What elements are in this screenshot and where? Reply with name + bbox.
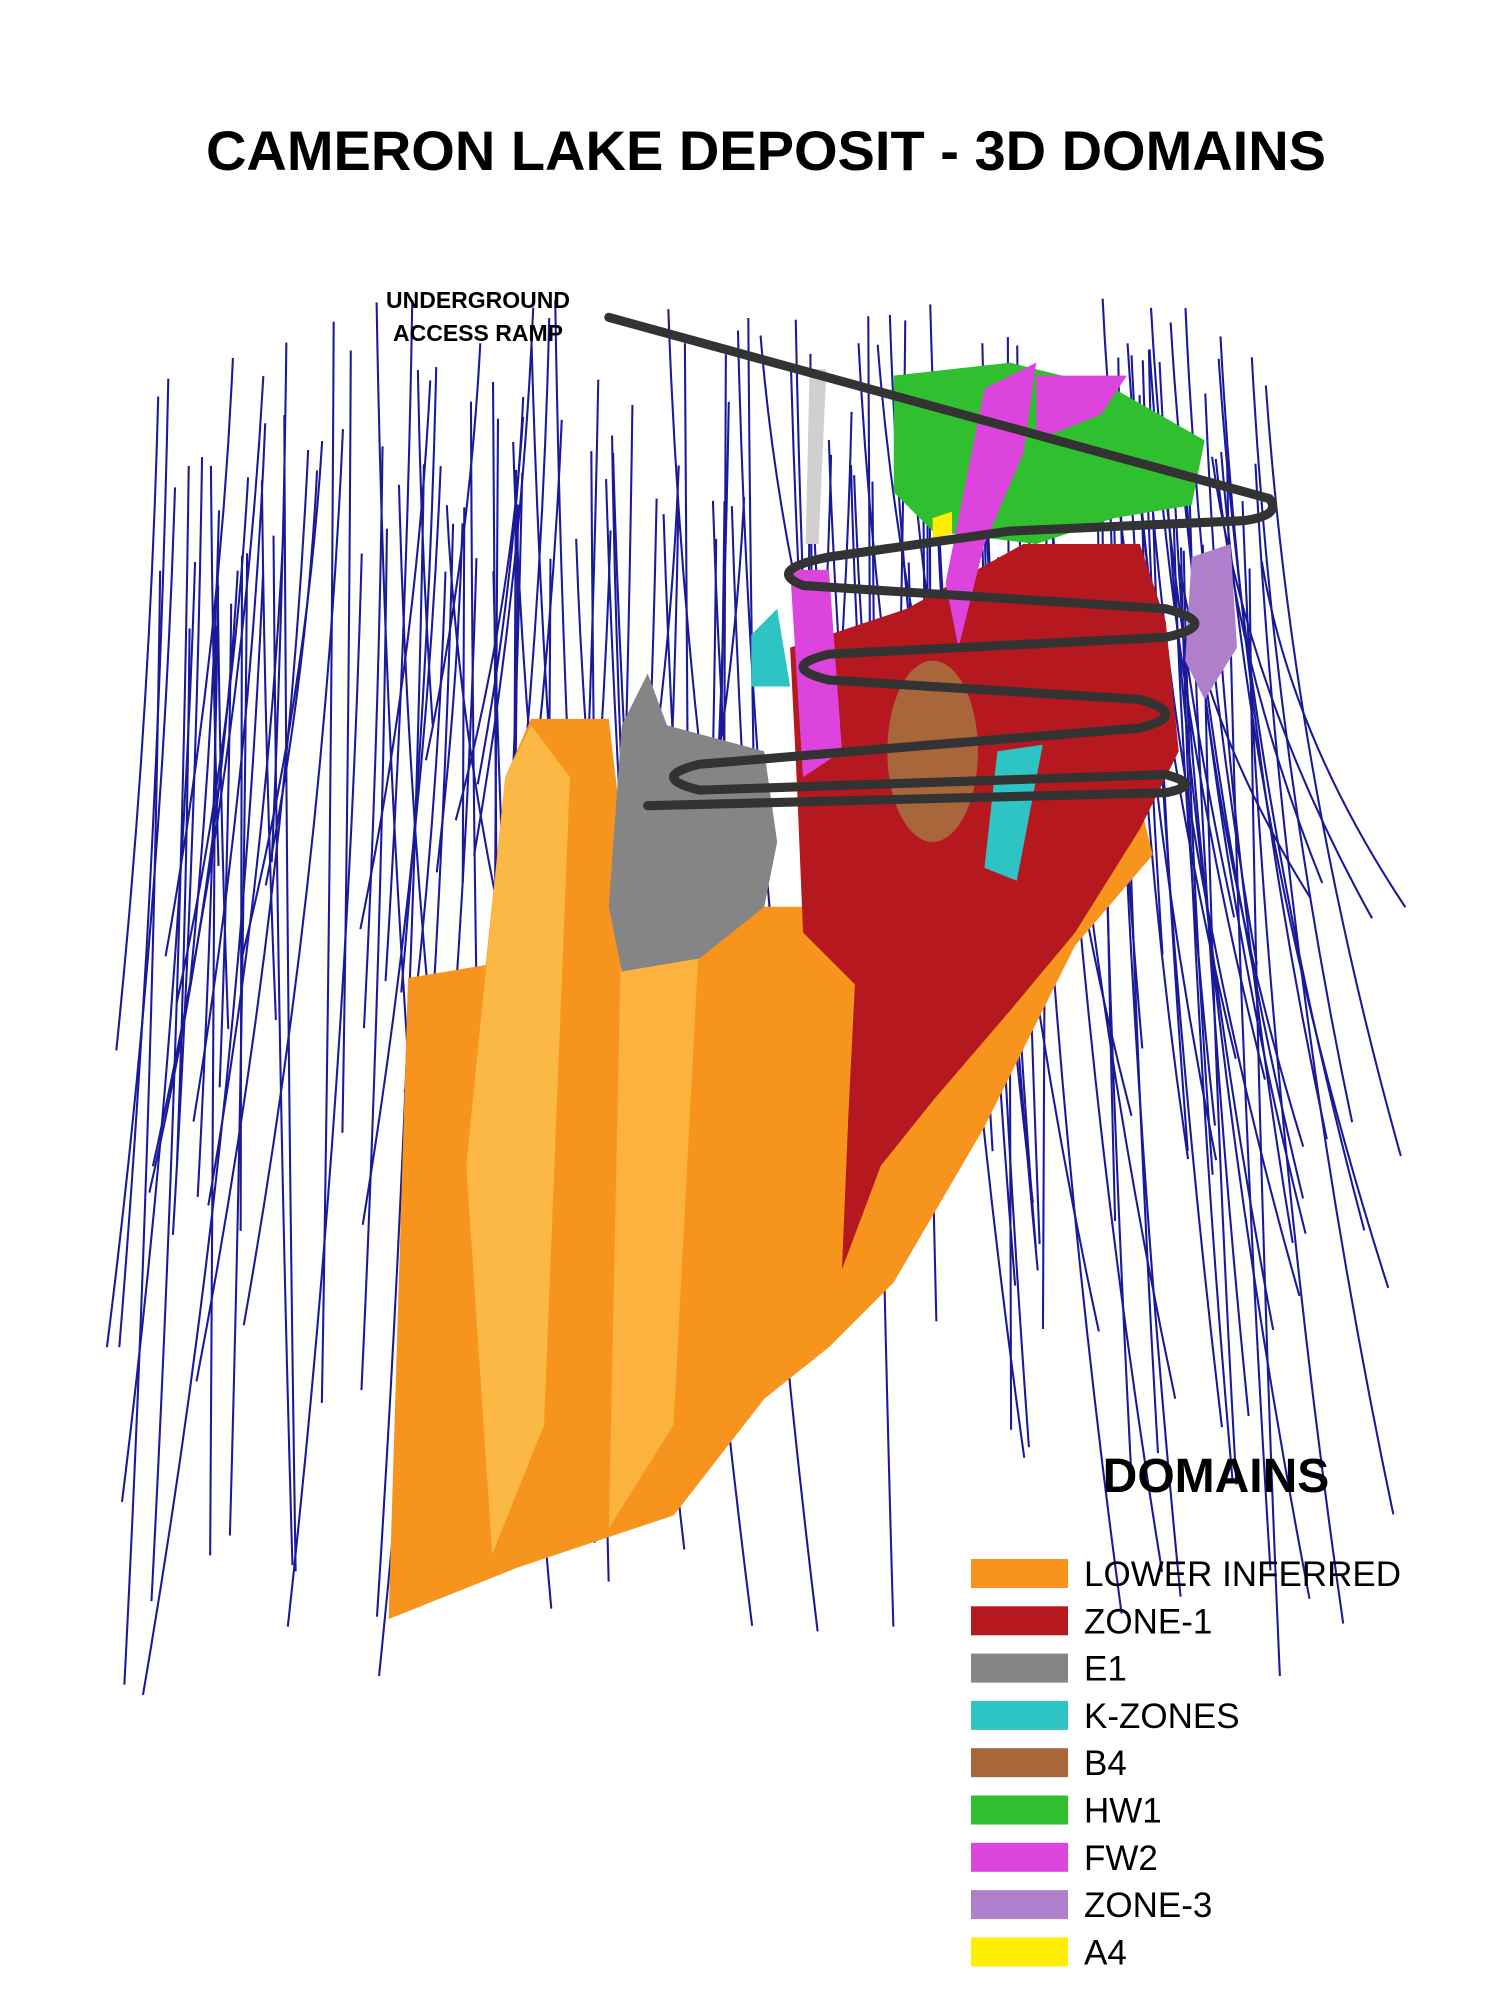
- drill-hole: [148, 570, 239, 1193]
- drill-hole: [228, 553, 249, 1536]
- drill-hole: [400, 367, 438, 993]
- drill-hole: [1250, 357, 1354, 1123]
- drill-hole: [196, 585, 220, 1197]
- drill-hole: [195, 449, 310, 1382]
- drill-hole: [384, 300, 414, 982]
- legend-swatch: [971, 1606, 1068, 1636]
- drill-hole: [1094, 379, 1133, 1479]
- domain-fw2: [1036, 375, 1127, 441]
- annotation-line: UNDERGROUND: [386, 287, 570, 313]
- legend-label: ZONE-1: [1084, 1602, 1212, 1641]
- drill-hole: [151, 375, 265, 1167]
- domain-zone-3: [1185, 544, 1238, 700]
- drill-hole: [1146, 446, 1301, 1297]
- drill-hole: [105, 487, 177, 1348]
- legend-swatch: [971, 1653, 1068, 1683]
- legend-label: ZONE-3: [1084, 1886, 1212, 1925]
- highlight: [608, 906, 700, 1529]
- legend: LOWER INFERRED ZONE-1 E1 K-ZONES B4 HW1 FW2 ZON…: [971, 1555, 1401, 1972]
- drill-hole: [1254, 463, 1395, 1515]
- drill-hole: [1248, 568, 1281, 1677]
- drill-hole: [218, 603, 233, 1088]
- drill-hole: [150, 466, 190, 1602]
- highlight: [805, 369, 827, 545]
- legend-swatch: [971, 1559, 1068, 1588]
- title: CAMERON LAKE DEPOSIT - 3D DOMAINS: [206, 119, 1326, 182]
- scene-3d: [105, 298, 1407, 1696]
- drill-hole: [476, 396, 525, 785]
- drill-hole: [272, 535, 294, 1566]
- legend-swatch: [971, 1937, 1068, 1967]
- drill-hole: [164, 357, 234, 957]
- highlight: [466, 725, 570, 1555]
- access-ramp: [604, 312, 1278, 811]
- legend-swatch: [971, 1842, 1068, 1872]
- drill-hole: [242, 428, 345, 1326]
- drill-hole: [118, 378, 170, 1348]
- drill-hole: [362, 446, 384, 1029]
- drill-hole: [1177, 563, 1312, 899]
- drill-hole: [1220, 451, 1390, 1289]
- drill-hole: [360, 528, 388, 1391]
- drill-hole: [1172, 521, 1217, 1126]
- legend-swatch: [971, 1700, 1068, 1730]
- drill-hole: [175, 477, 250, 1003]
- legend-label: FW2: [1084, 1839, 1158, 1878]
- drill-hole: [473, 307, 535, 856]
- drill-hole: [192, 423, 267, 1122]
- drill-hole: [286, 553, 363, 1627]
- domain-e1: [608, 673, 778, 972]
- legend-label: E1: [1084, 1650, 1127, 1689]
- drill-hole: [1260, 561, 1407, 908]
- legend-label: K-ZONES: [1084, 1697, 1240, 1736]
- drill-hole: [1179, 547, 1234, 1480]
- legend-swatch: [971, 1890, 1068, 1920]
- drill-hole: [260, 480, 277, 1020]
- drill-hole: [361, 466, 442, 1225]
- drill-hole: [123, 570, 162, 1685]
- drill-hole: [375, 302, 409, 1046]
- legend-swatch: [971, 1795, 1068, 1825]
- drill-hole: [1264, 385, 1402, 1157]
- drill-hole: [115, 396, 160, 1051]
- domain-a4: [932, 511, 953, 539]
- drill-hole: [341, 350, 352, 1133]
- drill-hole: [216, 561, 230, 1030]
- drill-hole: [1219, 336, 1328, 1140]
- drill-hole: [207, 506, 286, 1206]
- domain-fw2: [945, 362, 1037, 648]
- legend-label: B4: [1084, 1744, 1127, 1783]
- drill-hole: [461, 507, 466, 883]
- domain-k-zones: [751, 608, 791, 687]
- legend-label: A4: [1084, 1933, 1127, 1972]
- legend-title: DOMAINS: [1103, 1450, 1330, 1503]
- annotation-line: ACCESS RAMP: [393, 320, 563, 346]
- drill-hole: [283, 415, 297, 1572]
- domain-zone-1: [790, 544, 1179, 1270]
- drill-hole: [270, 342, 288, 863]
- legend-label: LOWER INFERRED: [1084, 1555, 1401, 1594]
- drill-hole: [867, 316, 871, 645]
- drill-hole: [240, 440, 324, 959]
- drill-hole: [435, 523, 464, 873]
- drill-hole: [424, 343, 482, 761]
- drill-hole: [239, 555, 244, 1231]
- legend-label: HW1: [1084, 1792, 1162, 1831]
- legend-swatch: [971, 1748, 1068, 1778]
